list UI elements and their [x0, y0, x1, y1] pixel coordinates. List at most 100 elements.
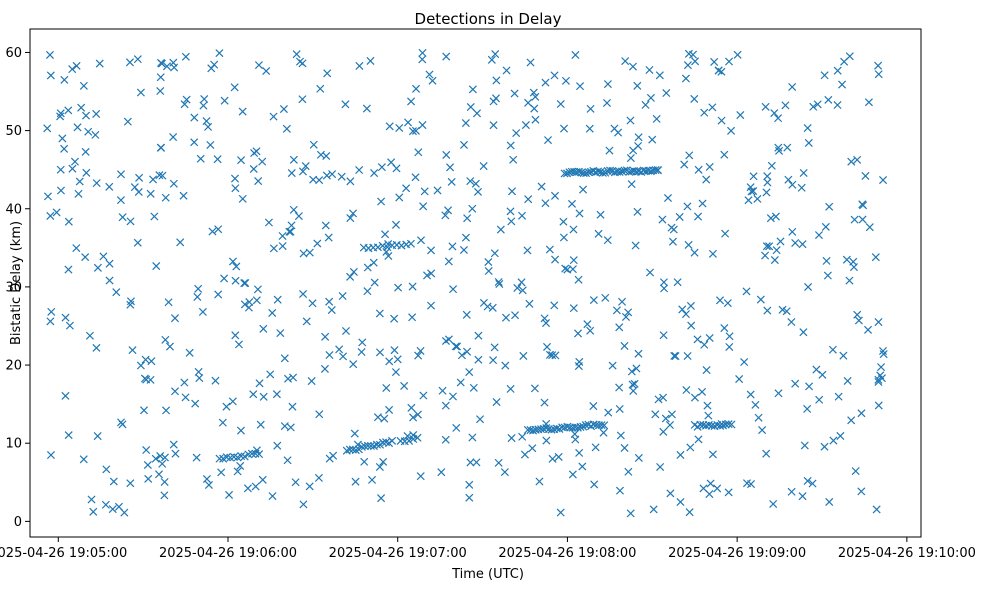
data-point	[358, 338, 367, 347]
data-point	[489, 121, 498, 130]
data-point	[872, 505, 881, 514]
data-point	[232, 262, 241, 271]
data-point	[254, 177, 263, 186]
y-tick-label: 40	[5, 202, 22, 217]
data-point	[279, 105, 288, 114]
data-point	[808, 479, 817, 488]
data-point	[341, 100, 350, 109]
data-point	[604, 408, 613, 417]
data-point	[787, 317, 796, 327]
data-point	[231, 184, 240, 193]
data-point	[355, 165, 364, 175]
data-point	[489, 356, 498, 365]
data-point	[418, 121, 427, 130]
data-point	[256, 420, 265, 429]
data-point	[249, 390, 258, 399]
data-point	[594, 167, 603, 176]
data-point	[725, 342, 734, 352]
data-point	[149, 175, 158, 184]
data-point	[861, 171, 870, 180]
data-point	[220, 96, 229, 105]
data-point	[320, 364, 329, 373]
data-point	[222, 402, 231, 411]
data-point	[805, 382, 814, 391]
data-point	[675, 212, 684, 221]
data-point	[799, 168, 808, 177]
data-point	[574, 275, 583, 284]
data-point	[299, 289, 308, 299]
data-point	[700, 108, 709, 117]
data-point	[46, 451, 55, 460]
data-point	[341, 326, 351, 336]
data-point	[395, 123, 404, 133]
data-point	[360, 457, 369, 466]
data-point	[847, 416, 856, 425]
data-point	[335, 345, 344, 354]
data-point	[694, 165, 703, 174]
data-point	[427, 269, 436, 278]
data-point	[160, 491, 169, 500]
data-point	[195, 374, 204, 383]
data-point	[349, 360, 358, 369]
data-point	[865, 223, 874, 232]
data-point	[268, 308, 277, 317]
data-point	[416, 346, 425, 355]
data-point	[845, 276, 854, 285]
data-point	[820, 71, 829, 80]
data-point	[615, 323, 624, 332]
data-point	[357, 348, 366, 357]
data-point	[770, 256, 779, 265]
data-point	[363, 263, 372, 272]
data-point	[842, 255, 851, 264]
data-point	[264, 218, 273, 227]
data-point	[56, 186, 65, 195]
data-point	[307, 377, 316, 386]
data-point	[268, 492, 277, 501]
data-point	[473, 187, 483, 196]
data-point	[559, 233, 568, 242]
data-point	[589, 402, 598, 411]
data-point	[618, 297, 627, 306]
data-point	[466, 458, 475, 467]
data-point	[769, 499, 778, 508]
data-point	[774, 389, 783, 398]
data-point	[706, 479, 715, 488]
data-point	[316, 150, 325, 159]
data-point	[579, 185, 588, 194]
data-point	[193, 292, 202, 301]
data-point	[506, 141, 515, 150]
data-point	[327, 306, 336, 315]
data-point	[217, 468, 226, 477]
data-point	[202, 117, 211, 126]
data-point	[740, 358, 749, 367]
data-point	[169, 440, 178, 449]
data-point	[351, 477, 360, 486]
data-point	[858, 215, 867, 224]
data-point	[710, 57, 719, 66]
data-point	[391, 368, 400, 377]
data-point	[441, 435, 450, 444]
data-point	[484, 257, 493, 267]
data-point	[561, 264, 570, 273]
data-point	[694, 212, 703, 221]
y-axis: 0 10 20 30 40 50 60	[5, 46, 30, 530]
data-point	[133, 55, 142, 64]
data-point	[874, 375, 883, 384]
data-point	[406, 239, 415, 248]
data-point	[388, 436, 397, 445]
data-point	[109, 477, 118, 486]
data-point	[544, 136, 553, 145]
data-point	[377, 197, 386, 206]
data-point	[632, 364, 641, 373]
data-point	[346, 177, 355, 186]
data-point	[414, 351, 423, 360]
data-point	[586, 104, 595, 113]
data-point	[444, 206, 453, 215]
data-point	[496, 225, 505, 234]
data-point	[812, 365, 821, 374]
data-point	[258, 157, 267, 166]
data-point	[474, 355, 483, 364]
data-point	[321, 221, 330, 230]
data-point	[170, 63, 179, 72]
